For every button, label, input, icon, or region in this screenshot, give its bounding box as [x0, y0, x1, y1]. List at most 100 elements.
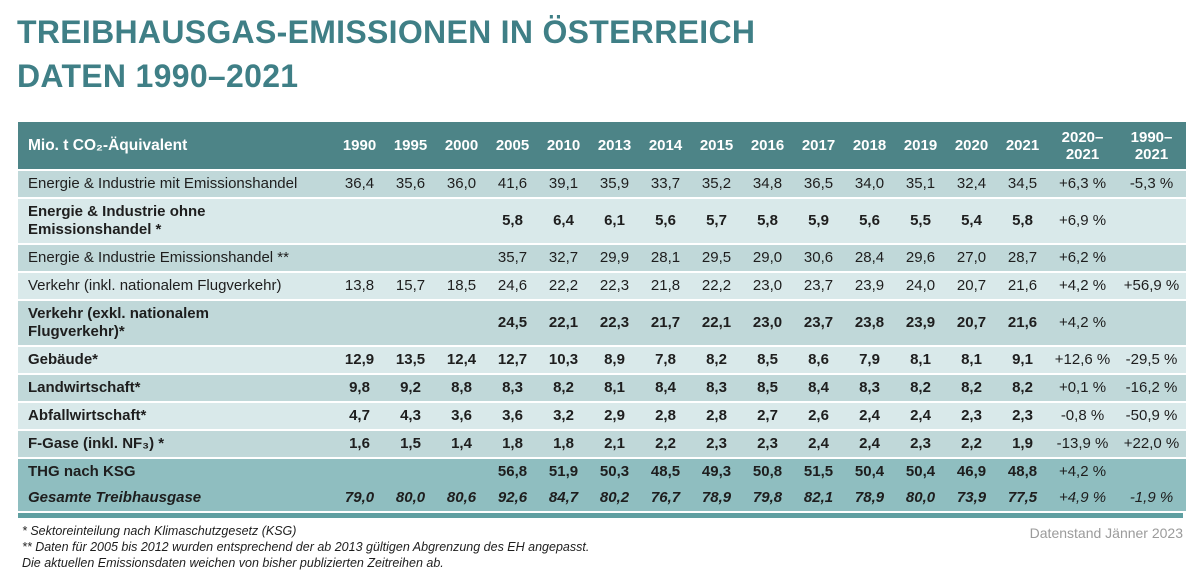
- value-cell: 3,2: [538, 402, 589, 431]
- value-cell: 1,5: [385, 430, 436, 459]
- value-cell: [436, 458, 487, 485]
- table-row: F-Gase (inkl. NF₃) * 1,6 1,5 1,4 1,8 1,8 2,1 2,…: [18, 430, 1186, 459]
- value-cell: 84,7: [538, 485, 589, 513]
- value-cell: 80,0: [385, 485, 436, 513]
- value-cell: 23,0: [742, 300, 793, 347]
- value-cell: 20,7: [946, 272, 997, 301]
- value-cell: 22,1: [538, 300, 589, 347]
- unit-header-cell: Mio. t CO₂-Äquivalent: [18, 122, 334, 171]
- value-cell: 34,8: [742, 170, 793, 199]
- value-cell: 5,6: [640, 198, 691, 245]
- year-header-cell: 2014: [640, 122, 691, 171]
- value-cell: 29,6: [895, 244, 946, 273]
- value-cell: 1,6: [334, 430, 385, 459]
- value-cell: 34,5: [997, 170, 1048, 199]
- value-cell: 2,8: [640, 402, 691, 431]
- table-row: Gesamte Treibhausgase 79,0 80,0 80,6 92,6 84,…: [18, 485, 1186, 513]
- value-cell: 8,3: [691, 374, 742, 403]
- table-row: Landwirtschaft* 9,8 9,2 8,8 8,3 8,2 8,1 8,4 8,3 8…: [18, 374, 1186, 403]
- value-cell: 51,9: [538, 458, 589, 485]
- change-1990-2021-cell: -29,5 %: [1117, 346, 1186, 375]
- table-row: Verkehr (inkl. nationalem Flugverkehr) 13…: [18, 272, 1186, 301]
- value-cell: 76,7: [640, 485, 691, 513]
- value-cell: 21,6: [997, 300, 1048, 347]
- value-cell: 28,1: [640, 244, 691, 273]
- value-cell: 92,6: [487, 485, 538, 513]
- value-cell: 80,6: [436, 485, 487, 513]
- footer: * Sektoreinteilung nach Klimaschutzgeset…: [22, 523, 1183, 571]
- value-cell: 33,7: [640, 170, 691, 199]
- row-label: F-Gase (inkl. NF₃) *: [18, 430, 334, 459]
- footnotes: * Sektoreinteilung nach Klimaschutzgeset…: [22, 523, 589, 571]
- value-cell: 78,9: [844, 485, 895, 513]
- year-header-cell: 2016: [742, 122, 793, 171]
- value-cell: 36,4: [334, 170, 385, 199]
- value-cell: 23,7: [793, 272, 844, 301]
- value-cell: [436, 198, 487, 245]
- row-label: THG nach KSG: [18, 458, 334, 485]
- change-1990-2021-cell: +22,0 %: [1117, 430, 1186, 459]
- table-bottom-bar: [18, 513, 1183, 518]
- value-cell: 5,9: [793, 198, 844, 245]
- value-cell: 2,3: [946, 402, 997, 431]
- value-cell: 23,9: [844, 272, 895, 301]
- value-cell: 8,1: [895, 346, 946, 375]
- value-cell: 28,4: [844, 244, 895, 273]
- value-cell: 35,6: [385, 170, 436, 199]
- page-title-line2: DATEN 1990–2021: [17, 58, 299, 94]
- footnote-line: * Sektoreinteilung nach Klimaschutzgeset…: [22, 524, 297, 538]
- value-cell: 27,0: [946, 244, 997, 273]
- value-cell: 35,9: [589, 170, 640, 199]
- value-cell: 2,3: [691, 430, 742, 459]
- value-cell: 7,9: [844, 346, 895, 375]
- year-header-cell: 2000: [436, 122, 487, 171]
- value-cell: [385, 244, 436, 273]
- row-label: Energie & Industrie mit Emissionshandel: [18, 170, 334, 199]
- change-2020-2021-cell: +6,9 %: [1048, 198, 1117, 245]
- value-cell: 79,0: [334, 485, 385, 513]
- change-header-cell: 1990– 2021: [1117, 122, 1186, 171]
- value-cell: 32,7: [538, 244, 589, 273]
- row-label: Gesamte Treibhausgase: [18, 485, 334, 513]
- value-cell: 23,7: [793, 300, 844, 347]
- value-cell: 2,2: [640, 430, 691, 459]
- value-cell: 51,5: [793, 458, 844, 485]
- value-cell: 48,8: [997, 458, 1048, 485]
- value-cell: [334, 300, 385, 347]
- value-cell: 5,8: [997, 198, 1048, 245]
- value-cell: 4,7: [334, 402, 385, 431]
- value-cell: 5,8: [487, 198, 538, 245]
- value-cell: 18,5: [436, 272, 487, 301]
- footnote-line: Die aktuellen Emissionsdaten weichen von…: [22, 556, 444, 570]
- value-cell: 1,8: [538, 430, 589, 459]
- change-1990-2021-cell: [1117, 458, 1186, 485]
- value-cell: 8,1: [946, 346, 997, 375]
- year-header-cell: 2010: [538, 122, 589, 171]
- table-row: Verkehr (exkl. nationalem Flugverkehr)* 2…: [18, 300, 1186, 347]
- value-cell: 5,7: [691, 198, 742, 245]
- data-status-label: Datenstand Jänner 2023: [1029, 525, 1183, 541]
- value-cell: 8,2: [946, 374, 997, 403]
- value-cell: 21,8: [640, 272, 691, 301]
- value-cell: 9,2: [385, 374, 436, 403]
- table-row: THG nach KSG 56,8 51,9 50,3 48,5 49,3 50,8 51,5…: [18, 458, 1186, 485]
- value-cell: 8,2: [538, 374, 589, 403]
- row-label: Gebäude*: [18, 346, 334, 375]
- value-cell: 29,0: [742, 244, 793, 273]
- change-header-cell: 2020– 2021: [1048, 122, 1117, 171]
- value-cell: 2,8: [691, 402, 742, 431]
- value-cell: 24,5: [487, 300, 538, 347]
- year-header-cell: 1990: [334, 122, 385, 171]
- value-cell: 73,9: [946, 485, 997, 513]
- value-cell: 23,9: [895, 300, 946, 347]
- value-cell: 22,3: [589, 300, 640, 347]
- value-cell: [385, 300, 436, 347]
- year-header-cell: 2017: [793, 122, 844, 171]
- change-2020-2021-cell: +4,2 %: [1048, 272, 1117, 301]
- row-label: Abfallwirtschaft*: [18, 402, 334, 431]
- row-label: Verkehr (inkl. nationalem Flugverkehr): [18, 272, 334, 301]
- value-cell: 82,1: [793, 485, 844, 513]
- change-2020-2021-cell: +12,6 %: [1048, 346, 1117, 375]
- value-cell: 5,4: [946, 198, 997, 245]
- value-cell: 8,9: [589, 346, 640, 375]
